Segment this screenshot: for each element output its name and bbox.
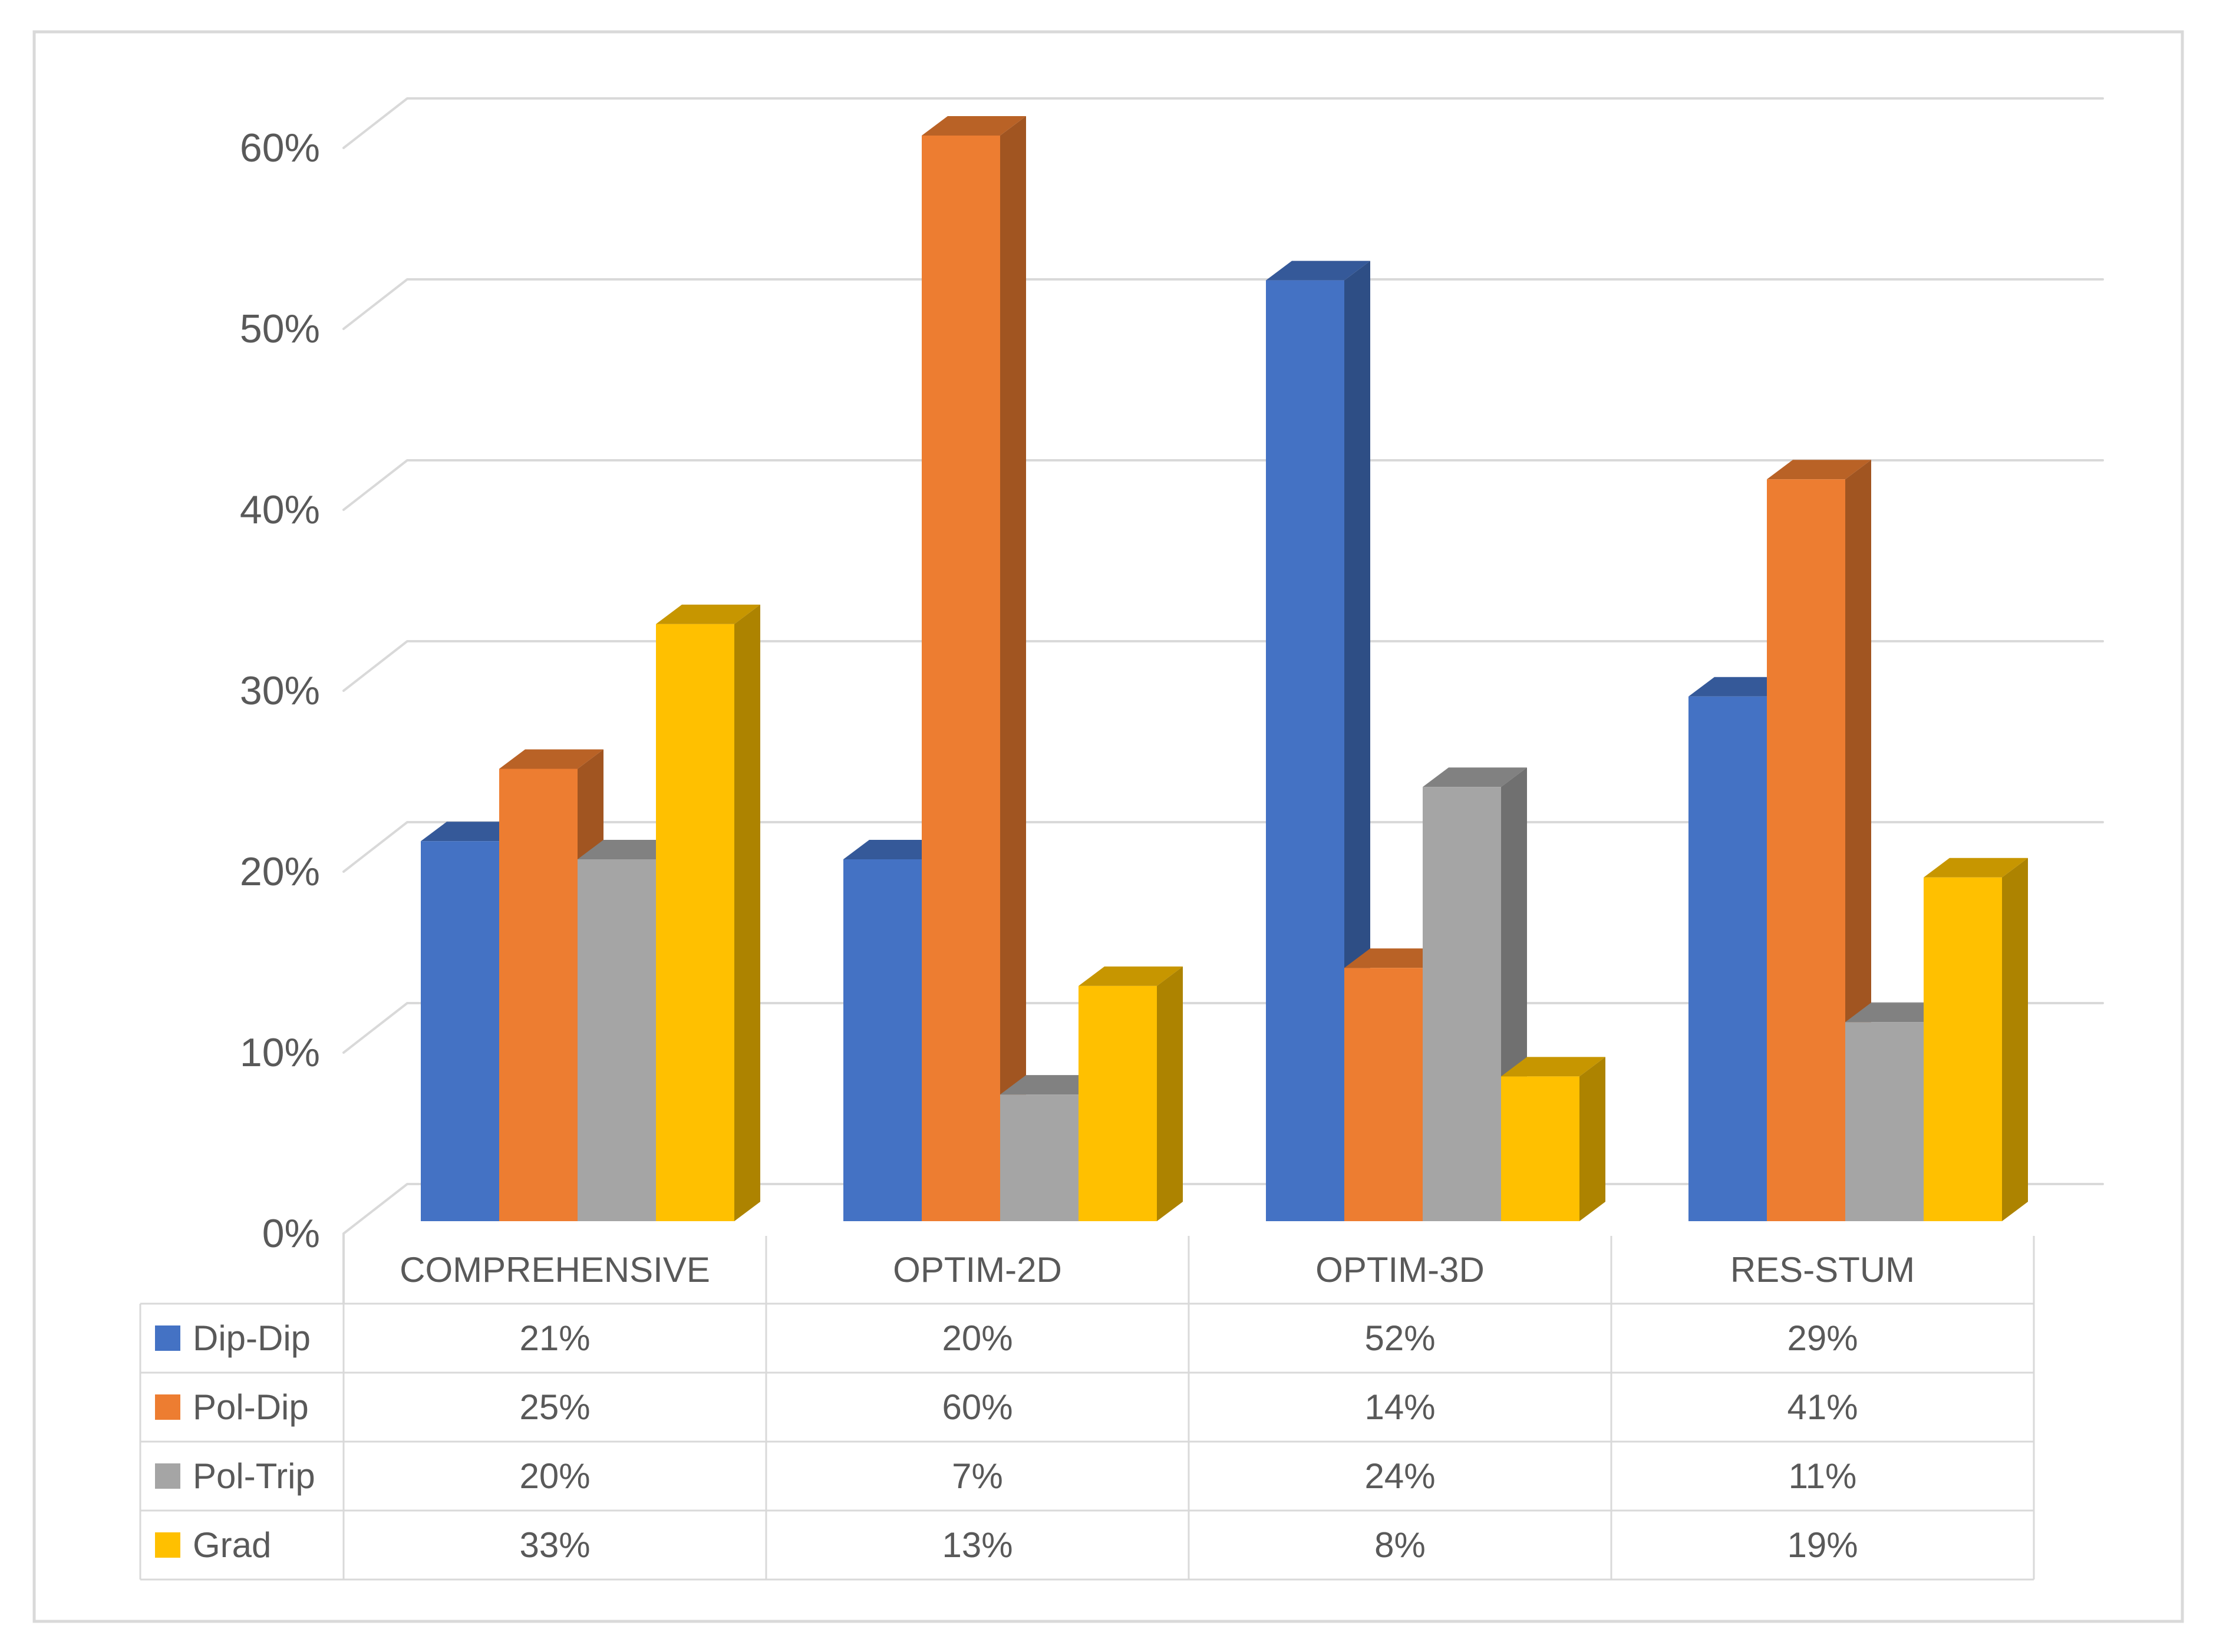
- legend-label-dip-dip: Dip-Dip: [193, 1318, 311, 1358]
- gridline-30%: [342, 640, 2104, 692]
- bar-front-face: [578, 859, 656, 1221]
- bar-front-face: [843, 859, 922, 1221]
- y-axis-tick-40%: 40%: [240, 487, 320, 532]
- bar-top-face: [578, 840, 682, 859]
- y-axis-tick-0%: 0%: [262, 1211, 320, 1256]
- legend-swatch-pol-dip: [155, 1394, 180, 1420]
- bar-side-face: [1157, 966, 1183, 1221]
- table-cell-grad-res-stum: 19%: [1787, 1525, 1858, 1565]
- bar-side-face: [1579, 1057, 1605, 1221]
- bar-top-face: [1767, 460, 1871, 480]
- table-cell-pol-trip-res-stum: 11%: [1789, 1456, 1857, 1496]
- bar-front-face: [1344, 968, 1423, 1221]
- bar-top-face: [1266, 261, 1370, 281]
- bar-front-face: [1767, 479, 1845, 1221]
- bar-front-face: [1924, 877, 2002, 1221]
- bar-grad-optim-2d: [1079, 966, 1183, 1221]
- bar-top-face: [1501, 1057, 1605, 1077]
- bar-grad-optim-3d: [1501, 1057, 1605, 1221]
- category-label-res-stum: RES-STUM: [1730, 1250, 1915, 1290]
- legend-label-grad: Grad: [193, 1525, 271, 1565]
- y-axis-tick-10%: 10%: [240, 1030, 320, 1075]
- bar-top-face: [499, 749, 603, 769]
- bar-grad-comprehensive: [656, 604, 760, 1221]
- category-label-comprehensive: COMPREHENSIVE: [400, 1250, 710, 1290]
- bar-front-face: [1688, 696, 1767, 1221]
- table-cell-dip-dip-comprehensive: 21%: [519, 1318, 590, 1358]
- gridline-20%: [342, 821, 2104, 873]
- table-cell-grad-optim-2d: 13%: [942, 1525, 1012, 1565]
- table-cell-grad-comprehensive: 33%: [519, 1525, 590, 1565]
- bar-front-face: [1423, 787, 1501, 1221]
- bar-side-face: [2002, 858, 2028, 1221]
- bar-front-face: [1266, 280, 1344, 1222]
- bar-top-face: [1423, 767, 1527, 787]
- bar-top-face: [656, 604, 760, 624]
- gridline-40%: [342, 459, 2104, 511]
- table-cell-grad-optim-3d: 8%: [1374, 1525, 1426, 1565]
- bar-pol-dip-optim-2d: [922, 116, 1026, 1221]
- y-axis-tick-50%: 50%: [240, 306, 320, 351]
- bar-front-face: [1000, 1094, 1079, 1221]
- bar-grad-res-stum: [1924, 858, 2028, 1221]
- bar-front-face: [499, 769, 578, 1221]
- bar-front-face: [922, 136, 1000, 1221]
- legend-label-pol-trip: Pol-Trip: [193, 1456, 315, 1496]
- gridline-50%: [342, 278, 2104, 330]
- gridline-10%: [342, 1002, 2104, 1054]
- bar-front-face: [656, 624, 734, 1221]
- bar-front-face: [1845, 1022, 1924, 1221]
- table-cell-dip-dip-optim-2d: 20%: [942, 1318, 1012, 1358]
- table-cell-dip-dip-optim-3d: 52%: [1364, 1318, 1435, 1358]
- table-cell-pol-dip-optim-3d: 14%: [1364, 1387, 1435, 1427]
- table-cell-pol-dip-comprehensive: 25%: [519, 1387, 590, 1427]
- bar-top-face: [1688, 677, 1793, 697]
- legend-label-pol-dip: Pol-Dip: [193, 1387, 309, 1427]
- bar-side-face: [1000, 116, 1026, 1221]
- y-axis-tick-30%: 30%: [240, 668, 320, 713]
- bar-front-face: [1501, 1076, 1579, 1221]
- y-axis-tick-60%: 60%: [240, 126, 320, 170]
- table-cell-pol-trip-optim-3d: 24%: [1364, 1456, 1435, 1496]
- table-cell-pol-trip-optim-2d: 7%: [952, 1456, 1003, 1496]
- bar-top-face: [1344, 948, 1449, 968]
- table-cell-pol-dip-res-stum: 41%: [1787, 1387, 1858, 1427]
- bar-side-face: [734, 604, 760, 1221]
- page-border: [32, 30, 2184, 1623]
- y-axis-tick-20%: 20%: [240, 849, 320, 894]
- category-label-optim-2d: OPTIM-2D: [893, 1250, 1062, 1290]
- bar-top-face: [1924, 858, 2028, 878]
- bar-front-face: [421, 841, 499, 1221]
- legend-swatch-dip-dip: [155, 1325, 180, 1351]
- table-cell-pol-dip-optim-2d: 60%: [942, 1387, 1012, 1427]
- bar-top-face: [1000, 1075, 1104, 1095]
- table-cell-pol-trip-comprehensive: 20%: [519, 1456, 590, 1496]
- bar-top-face: [421, 822, 525, 842]
- category-label-optim-3d: OPTIM-3D: [1315, 1250, 1485, 1290]
- bar-front-face: [1079, 985, 1157, 1221]
- bar-top-face: [1845, 1003, 1950, 1023]
- bar-top-face: [843, 840, 948, 859]
- bar-top-face: [1079, 966, 1183, 986]
- gridline-60%: [342, 97, 2104, 149]
- bar-top-face: [922, 116, 1026, 136]
- legend-swatch-grad: [155, 1532, 180, 1558]
- legend-swatch-pol-trip: [155, 1463, 180, 1489]
- table-cell-dip-dip-res-stum: 29%: [1787, 1318, 1858, 1358]
